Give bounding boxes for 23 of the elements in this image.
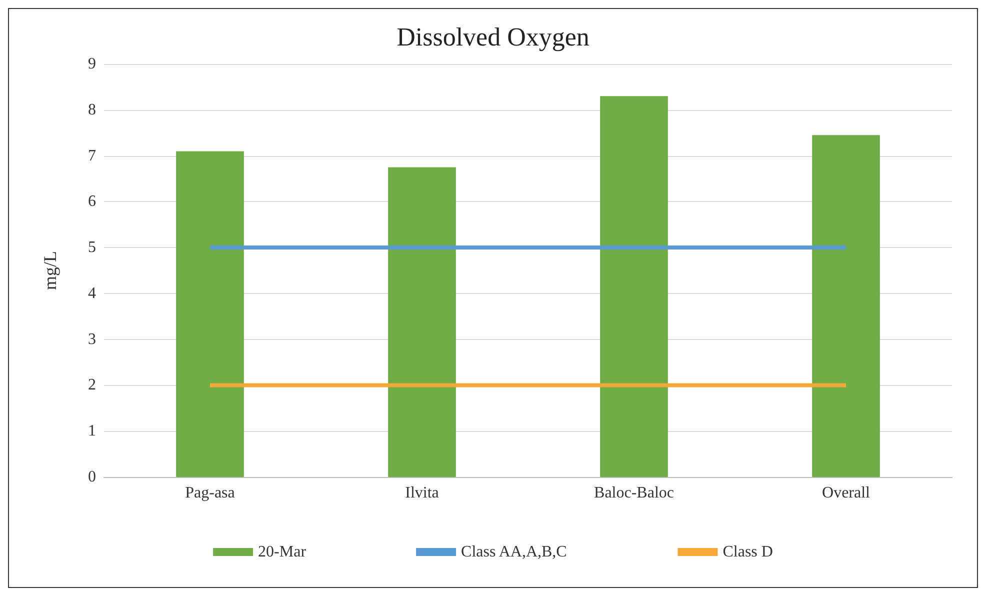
chart-title: Dissolved Oxygen <box>396 22 590 52</box>
legend-label: 20-Mar <box>258 544 307 560</box>
y-tick-label: 9 <box>88 56 96 72</box>
bar <box>176 151 244 477</box>
x-tick-label: Baloc-Baloc <box>594 484 674 502</box>
y-tick-label: 1 <box>88 422 96 440</box>
x-tick-label: Ilvita <box>405 484 439 502</box>
bar <box>600 96 668 477</box>
x-tick-label: Overall <box>822 484 871 502</box>
y-tick-label: 6 <box>88 193 96 210</box>
legend-label: Class D <box>722 544 773 560</box>
y-tick-label: 8 <box>88 101 96 118</box>
x-tick-label: Pag-asa <box>185 484 235 502</box>
legend-label: Class AA,A,B,C <box>461 544 567 560</box>
bar <box>388 167 456 477</box>
y-axis-title: mg/L <box>40 251 60 290</box>
y-tick-label: 3 <box>88 330 96 348</box>
y-tick-label: 2 <box>88 376 96 394</box>
bar <box>812 135 880 477</box>
y-tick-label: 7 <box>88 147 96 164</box>
y-tick-label: 4 <box>88 284 96 302</box>
y-tick-label: 0 <box>88 468 96 486</box>
y-tick-label: 5 <box>88 239 96 256</box>
